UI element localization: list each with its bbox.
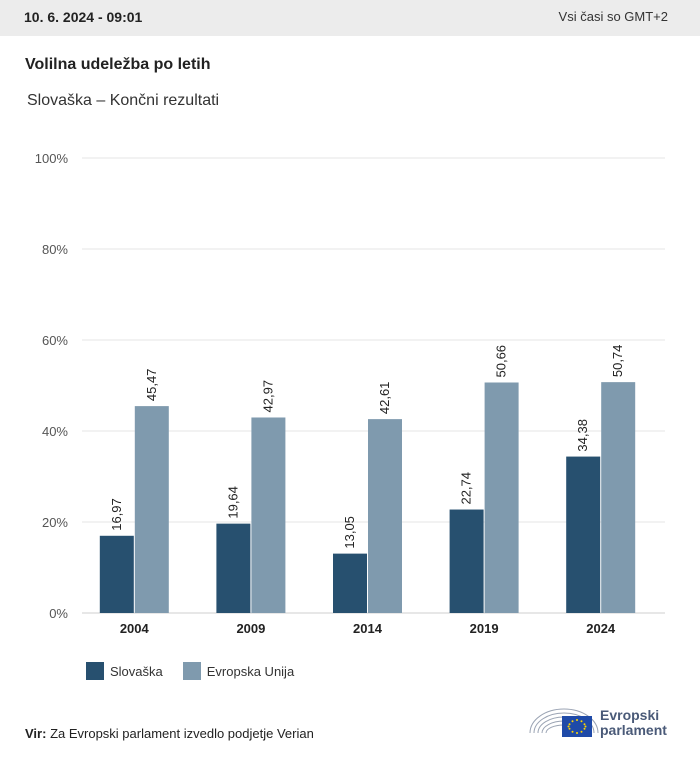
chart-title: Volilna udeležba po letih: [25, 56, 211, 73]
y-tick-label: 20%: [42, 515, 68, 530]
bar: [601, 382, 636, 613]
source-text: Za Evropski parlament izvedlo podjetje V…: [50, 726, 314, 741]
data-label: 19,64: [225, 486, 240, 519]
legend-item-slovakia: Slovaška: [86, 662, 163, 680]
data-label: 50,66: [494, 345, 509, 378]
data-label: 50,74: [610, 345, 625, 378]
bar-chart: 0% 20% 40% 60% 80% 100% 16,97 45,47 2004 19,64 42,…: [35, 151, 665, 636]
data-label: 34,38: [575, 419, 590, 452]
x-tick-label: 2024: [586, 621, 616, 636]
chart-subtitle: Slovaška – Končni rezultati: [27, 92, 220, 109]
source-note: Vir: Za Evropski parlament izvedlo podje…: [25, 726, 314, 741]
data-label: 22,74: [459, 472, 474, 505]
bar: [99, 535, 134, 613]
x-tick-label: 2014: [353, 621, 383, 636]
chart-legend: Slovaška Evropska Unija: [86, 661, 314, 681]
bar: [484, 382, 519, 613]
legend-swatch-eu: [182, 662, 201, 680]
data-label: 42,61: [377, 382, 392, 415]
data-label: 42,97: [260, 380, 275, 413]
bar: [566, 456, 601, 613]
timestamp: 10. 6. 2024 - 09:01: [24, 9, 143, 25]
y-tick-label: 60%: [42, 333, 68, 348]
bar: [134, 406, 169, 613]
bar: [251, 417, 286, 613]
source-label: Vir:: [25, 726, 47, 741]
x-tick-label: 2009: [236, 621, 265, 636]
legend-swatch-slovakia: [86, 662, 104, 680]
european-parliament-logo: [529, 708, 599, 737]
european-parliament-wordmark: Evropski parlament: [600, 708, 667, 738]
data-label: 13,05: [342, 516, 357, 549]
top-bar: 10. 6. 2024 - 09:01 Vsi časi so GMT+2: [0, 0, 700, 36]
bar: [216, 523, 251, 613]
legend-label-slovakia: Slovaška: [110, 663, 163, 679]
bar: [368, 419, 402, 613]
legend-item-eu: Evropska Unija: [182, 662, 295, 680]
y-tick-label: 80%: [42, 242, 68, 257]
data-label: 16,97: [109, 498, 124, 531]
x-tick-label: 2004: [120, 621, 150, 636]
y-tick-label: 40%: [42, 424, 68, 439]
logo-line-1: Evropski: [600, 707, 660, 723]
data-label: 45,47: [144, 369, 159, 402]
bar: [449, 509, 484, 613]
timezone-note: Vsi časi so GMT+2: [558, 9, 668, 24]
y-tick-label: 0%: [49, 606, 68, 621]
legend-label-eu: Evropska Unija: [206, 663, 295, 679]
y-tick-label: 100%: [35, 151, 69, 166]
x-tick-label: 2019: [470, 621, 499, 636]
logo-line-2: parlament: [600, 722, 667, 738]
bar: [333, 553, 367, 613]
